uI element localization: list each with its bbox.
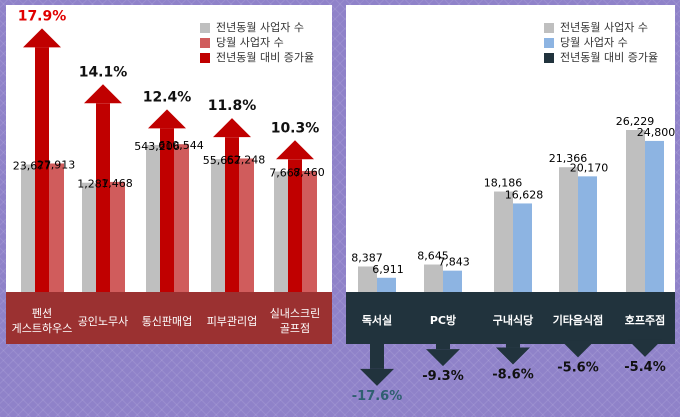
rate-arrow-shaft [35, 47, 49, 292]
category-label: 펜션 [32, 307, 52, 320]
legend-item-curr: 당월 사업자 수 [200, 35, 314, 50]
value-label-curr: 20,170 [570, 161, 609, 174]
bar-curr [443, 270, 462, 292]
category-label: PC방 [430, 313, 456, 327]
legend-swatch [200, 22, 210, 33]
value-label-prev: 26,229 [616, 115, 655, 128]
rate-arrow-shaft [225, 137, 239, 292]
legend-item-curr: 당월 사업자 수 [544, 35, 658, 50]
value-label-curr: 16,628 [505, 188, 544, 201]
category-label: 피부관리업 [207, 315, 258, 328]
value-label-curr: 24,800 [637, 126, 676, 139]
value-label-prev: 21,366 [549, 152, 588, 165]
bar-curr [513, 203, 532, 292]
legend-swatch [544, 37, 554, 48]
legend-item-prev: 전년동월 사업자 수 [200, 20, 314, 35]
bar-curr [377, 277, 396, 292]
rate-label: 12.4% [143, 89, 192, 105]
bar-prev [626, 129, 645, 292]
rate-label: 14.1% [79, 64, 128, 80]
value-label-prev: 18,186 [484, 177, 523, 190]
rate-arrow-shaft [288, 159, 302, 292]
category-label: 구내식당 [493, 313, 533, 327]
category-label: 골프점 [280, 322, 310, 335]
legend-label: 전년동월 사업자 수 [560, 21, 648, 34]
legend-label: 당월 사업자 수 [560, 36, 628, 49]
right-legend: 전년동월 사업자 수 당월 사업자 수 전년동월 대비 증가율 [544, 20, 658, 65]
rate-label: 11.8% [208, 98, 257, 114]
value-label-prev: 55,657 [203, 154, 242, 167]
legend-label: 전년동월 대비 증가율 [216, 51, 315, 64]
legend-swatch [200, 52, 210, 63]
bar-curr [578, 176, 597, 292]
rate-arrow-head [213, 118, 251, 138]
value-label-prev: 8,645 [417, 250, 449, 263]
right-category-band [346, 292, 675, 344]
legend-item-rate: 전년동월 대비 증가율 [544, 50, 658, 65]
value-label-curr: 7,843 [438, 256, 470, 269]
value-label-prev: 1,287 [77, 178, 109, 191]
legend-swatch [544, 22, 554, 33]
rate-arrow-shaft [160, 128, 174, 292]
rate-arrow-shaft [506, 344, 520, 348]
bar-prev [358, 266, 377, 292]
value-label-curr: 62,248 [227, 153, 266, 166]
category-label: 게스트하우스 [12, 321, 73, 335]
left-legend: 전년동월 사업자 수 당월 사업자 수 전년동월 대비 증가율 [200, 20, 314, 65]
category-label: 기타음식점 [553, 313, 604, 327]
rate-arrow-head [276, 140, 314, 160]
rate-arrow-head [148, 109, 186, 129]
value-label-prev: 543,206 [134, 140, 180, 153]
value-label-curr: 8,460 [293, 166, 325, 179]
legend-label: 전년동월 대비 증가율 [560, 51, 659, 64]
legend-label: 전년동월 사업자 수 [216, 21, 304, 34]
value-label-curr: 1,468 [101, 177, 133, 190]
rate-label: -17.6% [352, 389, 403, 404]
rate-arrow-head [561, 340, 595, 358]
rate-label: -5.6% [557, 360, 598, 375]
value-label-prev: 7,667 [269, 167, 301, 180]
rate-label: -8.6% [492, 367, 533, 382]
category-label: 공인노무사 [78, 315, 129, 328]
rate-label: 10.3% [271, 120, 320, 136]
rate-arrow-head [23, 28, 61, 48]
rate-arrow-shaft [96, 103, 110, 292]
rate-arrow-head [426, 349, 460, 367]
category-label: 독서실 [362, 313, 392, 327]
value-label-curr: 27,913 [37, 158, 76, 171]
rate-arrow-head [496, 347, 530, 365]
bar-prev [494, 191, 513, 292]
bar-prev [424, 264, 443, 292]
rate-arrow-head [84, 84, 122, 104]
legend-swatch [544, 52, 554, 63]
left-category-band [6, 292, 332, 344]
bar-prev [559, 167, 578, 292]
legend-swatch [200, 37, 210, 48]
rate-arrow-shaft [370, 344, 384, 369]
value-label-curr: 6,911 [372, 263, 404, 276]
bar-curr [645, 140, 664, 292]
value-label-prev: 8,387 [351, 251, 383, 264]
category-label: 통신판매업 [142, 315, 193, 328]
legend-label: 당월 사업자 수 [216, 36, 284, 49]
rate-arrow-shaft [436, 344, 450, 350]
legend-item-rate: 전년동월 대비 증가율 [200, 50, 314, 65]
value-label-prev: 23,677 [13, 160, 52, 173]
value-label-curr: 610,544 [158, 139, 204, 152]
rate-arrow-head [628, 339, 662, 357]
rate-label: 17.9% [18, 8, 67, 24]
category-label: 호프주점 [625, 313, 665, 327]
rate-label: -5.4% [624, 360, 665, 375]
rate-arrow-head [360, 368, 394, 386]
category-label: 실내스크린 [270, 307, 321, 320]
legend-item-prev: 전년동월 사업자 수 [544, 20, 658, 35]
rate-label: -9.3% [422, 369, 463, 384]
